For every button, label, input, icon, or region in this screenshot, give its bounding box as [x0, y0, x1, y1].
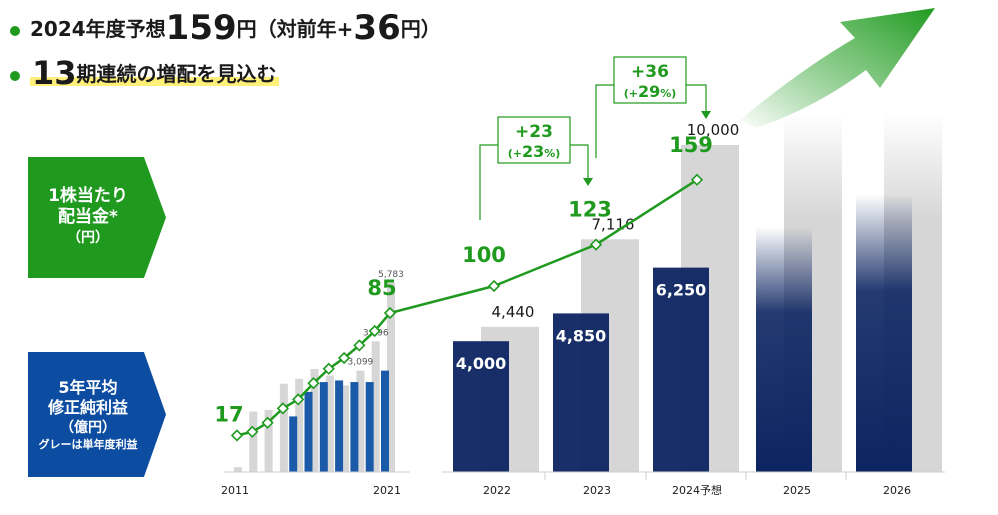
- dividend-point-2020: [368, 324, 381, 338]
- headline-streak-text: 期連続の増配を見込む: [76, 62, 277, 86]
- dividend-point-2016: [307, 377, 320, 390]
- x-axis-label: 2011: [221, 484, 249, 497]
- navy-bar-2022: [453, 341, 509, 472]
- callout-connector: [595, 84, 614, 158]
- blue-bar-2021: [381, 370, 389, 472]
- callout-delta: +23: [515, 122, 553, 142]
- blue-bar-2018: [335, 380, 344, 472]
- dividend-point-2017: [322, 362, 335, 375]
- dividend-label-line2: 配当金*: [58, 207, 118, 227]
- callout-pct-unit: %): [660, 87, 676, 100]
- gray-bar-2015: [295, 378, 304, 472]
- dividend-value-label: 123: [568, 198, 612, 222]
- navy-bar-label: 4,000: [456, 354, 507, 373]
- x-axis-label: 2021: [373, 484, 401, 497]
- small-bar-label: 5,783: [378, 270, 404, 280]
- profit-label-line1: 5年平均: [58, 377, 118, 397]
- gray-bar-2014: [279, 383, 288, 472]
- blue-bar-2019: [350, 382, 359, 472]
- callout-box: [613, 56, 687, 104]
- dividend-point-2021: [383, 306, 397, 320]
- dividend-value-label: 159: [669, 133, 713, 157]
- navy-bar-2024予想: [653, 267, 709, 472]
- headline-forecast-unit: 円: [236, 17, 257, 41]
- dividend-value-label: 100: [462, 243, 506, 267]
- dividend-point-2018: [337, 351, 351, 365]
- bullet-icon: [10, 25, 20, 36]
- gray-bar-2021: [387, 282, 395, 472]
- callout-connector: [686, 84, 707, 111]
- callout-pct-value: 29: [638, 82, 660, 101]
- dividend-point-2023: [589, 238, 603, 251]
- x-axis-label: 2026: [883, 484, 911, 497]
- callout-connector: [479, 144, 498, 220]
- dividend-label-line3: （円）: [67, 230, 109, 246]
- navy-bar-2023: [553, 313, 609, 472]
- callout-connector: [570, 144, 589, 178]
- callout-pct: (+29%): [624, 82, 677, 101]
- headline-forecast: 2024年度予想159円（対前年+36円）: [10, 8, 441, 48]
- x-axis-label: 2025: [783, 484, 811, 497]
- dividend-point-2024予想: [690, 173, 704, 186]
- headline-streak-highlight: 13期連続の増配を見込む: [30, 54, 279, 92]
- x-axis-label: 2023: [583, 484, 611, 497]
- callout-pct: (+23%): [508, 142, 561, 161]
- gray-bar-label: 4,440: [492, 303, 535, 321]
- dividend-point-2012: [246, 425, 259, 438]
- headline-streak-value: 13: [32, 54, 77, 92]
- dividend-point-2014: [276, 402, 290, 415]
- navy-bar-label: 4,850: [556, 326, 607, 345]
- gray-bar-2018: [341, 385, 350, 472]
- profit-label-note: グレーは単年度利益: [38, 437, 138, 451]
- profit-label-line2: 修正純利益: [47, 397, 128, 417]
- gray-bar-2016: [310, 368, 319, 472]
- gray-bar-2017: [325, 375, 334, 472]
- gray-bar-2020: [371, 341, 380, 472]
- callout-arrow-icon: [701, 111, 711, 119]
- headline-forecast-prefix: 2024年度予想: [30, 17, 166, 41]
- profit-label-line3: （億円）: [60, 419, 116, 436]
- growth-arrow-icon: [740, 8, 935, 128]
- callout-pct-sign: (+: [624, 87, 638, 100]
- dividend-label-line1: 1株当たり: [48, 186, 128, 206]
- dividend-point-2013: [261, 416, 274, 429]
- callout-box: [497, 116, 571, 164]
- dividend-point-2015: [292, 393, 305, 406]
- callout-pct-value: 23: [522, 142, 544, 161]
- gray-bar-label: 10,000: [687, 121, 740, 139]
- navy-bar-2025: [756, 226, 812, 472]
- x-axis-label: 2022: [483, 484, 511, 497]
- gray-bar-2013: [264, 409, 273, 472]
- small-bar-label: 3,099: [348, 358, 374, 368]
- gray-bar-2011: [234, 467, 242, 472]
- callout-delta: +36: [631, 62, 669, 82]
- blue-bar-2015: [289, 416, 298, 472]
- gray-bar-2012: [249, 411, 258, 472]
- dividend-point-2019: [353, 339, 366, 352]
- headline-streak: 13期連続の増配を見込む: [10, 54, 279, 92]
- blue-bar-2017: [319, 382, 328, 472]
- dividend-value-label: 17: [214, 402, 243, 426]
- dividend-value-label: 85: [367, 276, 396, 300]
- dividend-label-arrow: 1株当たり 配当金* （円）: [28, 157, 166, 278]
- headline-forecast-paren: （対前年+: [256, 17, 354, 41]
- callout-pct-sign: (+: [508, 147, 522, 160]
- dividend-point-2022: [487, 279, 501, 293]
- gray-bar-2019: [356, 370, 365, 472]
- x-axis-label: 2024予想: [672, 483, 722, 497]
- blue-bar-2016: [304, 391, 313, 472]
- headline-forecast-value: 159: [165, 8, 237, 48]
- navy-bar-label: 6,250: [656, 281, 707, 300]
- headline-forecast-delta: 36: [353, 8, 401, 48]
- dividend-point-2011: [230, 429, 244, 442]
- profit-label-arrow: 5年平均 修正純利益 （億円） グレーは単年度利益: [28, 352, 166, 477]
- gray-bar-label: 7,116: [592, 215, 635, 233]
- blue-bar-2020: [365, 382, 374, 472]
- callout-pct-unit: %): [544, 147, 560, 160]
- callout-arrow-icon: [583, 178, 593, 186]
- headline-forecast-paren-close: 円）: [400, 17, 441, 41]
- navy-bar-2026: [856, 194, 912, 473]
- bullet-icon: [10, 70, 20, 81]
